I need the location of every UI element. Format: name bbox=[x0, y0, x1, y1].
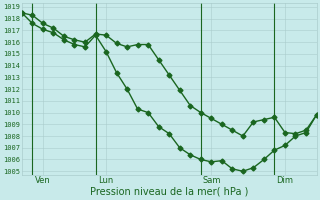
X-axis label: Pression niveau de la mer( hPa ): Pression niveau de la mer( hPa ) bbox=[90, 187, 248, 197]
